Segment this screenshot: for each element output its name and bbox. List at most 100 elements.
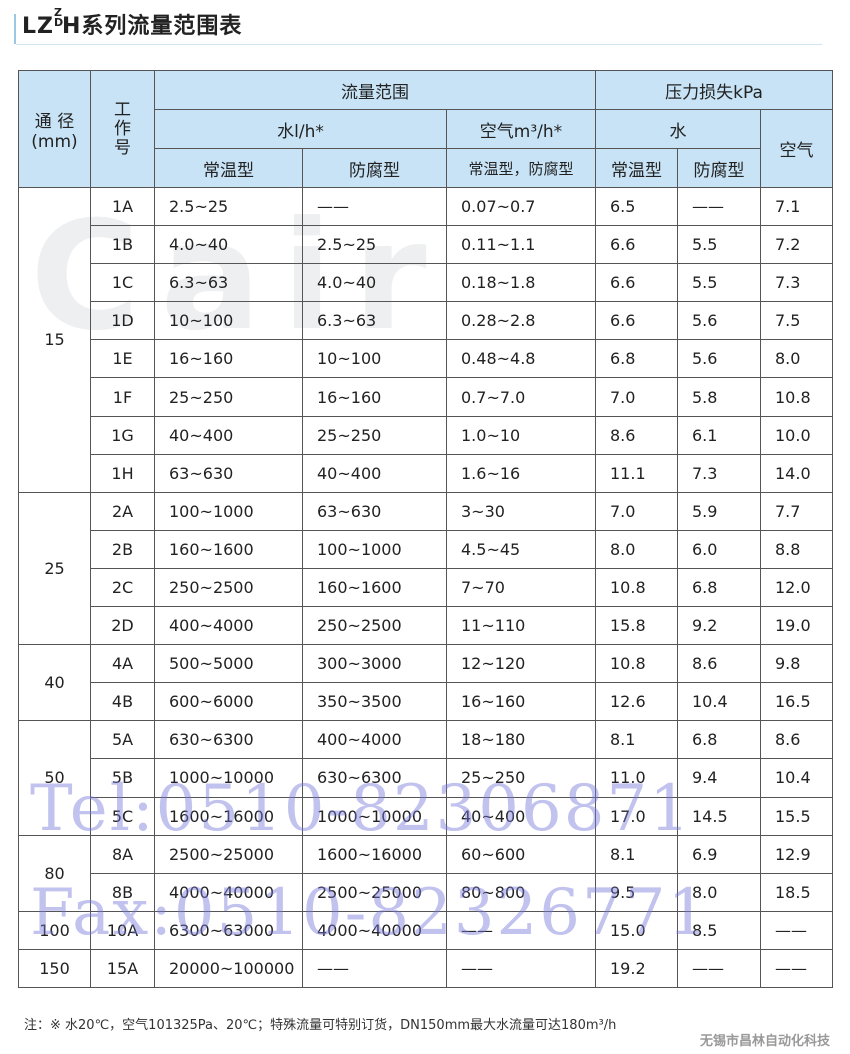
cell-loss-water-anti: 6.8	[677, 567, 761, 608]
header-diameter: 通 径 (mm)	[18, 70, 91, 188]
cell-air-flow: ——	[446, 948, 596, 988]
header-loss-anti: 防腐型	[677, 148, 761, 188]
header-loss-normal: 常温型	[595, 148, 678, 188]
cell-loss-water-normal: 10.8	[595, 567, 678, 608]
cell-water-anti: 4.0~40	[302, 263, 447, 303]
cell-water-normal: 16~160	[154, 339, 303, 379]
cell-water-normal: 6300~63000	[154, 910, 303, 950]
cell-water-normal: 600~6000	[154, 682, 303, 722]
cell-water-normal: 63~630	[154, 453, 303, 493]
cell-loss-water-anti: 8.6	[677, 644, 761, 684]
cell-air-flow: 25~250	[446, 758, 596, 798]
cell-air-flow: 18~180	[446, 720, 596, 760]
table-row: 1D 10~100 6.3~63 0.28~2.8 6.6 5.6 7.5	[19, 301, 834, 341]
cell-water-anti: 16~160	[302, 377, 447, 417]
cell-loss-water-anti: 9.4	[677, 758, 761, 798]
cell-water-anti: 100~1000	[302, 529, 447, 569]
cell-model: 1E	[90, 339, 155, 379]
header-air-flow: 空气m³/h*	[446, 109, 596, 149]
cell-water-anti: 1600~16000	[302, 834, 447, 874]
cell-water-normal: 630~6300	[154, 720, 303, 760]
cell-water-anti: 2500~25000	[302, 872, 447, 912]
cell-loss-water-anti: 6.8	[677, 720, 761, 760]
table-row: 80 8A 2500~25000 1600~16000 60~600 8.1 6.9 12.9	[18, 834, 834, 912]
header-normal-anti: 常温型，防腐型	[446, 148, 596, 188]
cell-loss-water-normal: 9.5	[595, 872, 678, 912]
table-row: 2B 160~1600 100~1000 4.5~45 8.0 6.0 8.8	[19, 529, 834, 569]
cell-loss-water-anti: 6.1	[677, 415, 761, 455]
cell-loss-water-normal: 10.8	[595, 644, 678, 684]
cell-water-anti: 400~4000	[302, 720, 447, 760]
cell-model: 1F	[90, 377, 155, 417]
cell-air-flow: 1.6~16	[446, 453, 596, 493]
cell-air-flow: 12~120	[446, 644, 596, 684]
cell-loss-air: 7.2	[759, 225, 834, 265]
cell-water-normal: 1600~16000	[154, 796, 303, 836]
table-row: 5B 1000~10000 630~6300 25~250 11.0 9.4 10.4	[19, 758, 834, 798]
cell-loss-water-normal: 8.6	[595, 415, 678, 455]
cell-loss-air: 19.0	[759, 606, 834, 646]
cell-air-flow: 16~160	[446, 682, 596, 722]
cell-water-anti: 10~100	[302, 339, 447, 379]
table-row: 1E 16~160 10~100 0.48~4.8 6.8 5.6 8.0	[19, 339, 834, 379]
header-water-loss: 水	[595, 109, 761, 149]
cell-air-flow: 0.18~1.8	[446, 263, 596, 303]
cell-water-normal: 25~250	[154, 377, 303, 417]
cell-water-normal: 100~1000	[154, 491, 303, 531]
cell-model: 8B	[90, 872, 155, 912]
cell-model: 1C	[90, 263, 155, 303]
cell-water-anti: 25~250	[302, 415, 447, 455]
cell-water-normal: 40~400	[154, 415, 303, 455]
cell-water-anti: 40~400	[302, 453, 447, 493]
cell-loss-air: 12.0	[759, 567, 834, 608]
cell-water-anti: 630~6300	[302, 758, 447, 798]
table-row: 1C 6.3~63 4.0~40 0.18~1.8 6.6 5.5 7.3	[19, 263, 834, 303]
table-row: 2D 400~4000 250~2500 11~110 15.8 9.2 19.0	[19, 606, 834, 646]
cell-loss-water-anti: 5.5	[677, 263, 761, 303]
cell-loss-air: 12.9	[759, 834, 834, 874]
cell-loss-water-normal: 6.8	[595, 339, 678, 379]
cell-loss-water-anti: 8.5	[677, 910, 761, 950]
header-anticorrosion: 防腐型	[302, 148, 447, 188]
cell-air-flow: ——	[446, 910, 596, 950]
cell-loss-water-normal: 7.0	[595, 377, 678, 417]
cell-loss-air: 18.5	[759, 872, 834, 912]
cell-model: 4A	[90, 644, 155, 684]
header-flow-range: 流量范围	[154, 70, 596, 110]
cell-loss-water-normal: 6.6	[595, 225, 678, 265]
table-row: 8B 4000~40000 2500~25000 80~800 9.5 8.0 18.5	[19, 872, 834, 912]
cell-model: 8A	[90, 834, 155, 874]
cell-loss-water-normal: 15.8	[595, 606, 678, 646]
cell-water-anti: 1000~10000	[302, 796, 447, 836]
cell-loss-air: 7.3	[759, 263, 834, 303]
cell-water-anti: 160~1600	[302, 567, 447, 608]
table-row: 4B 600~6000 350~3500 16~160 12.6 10.4 16.5	[19, 682, 834, 722]
cell-water-anti: 350~3500	[302, 682, 447, 722]
cell-loss-air: 7.1	[759, 186, 834, 227]
cell-water-normal: 1000~10000	[154, 758, 303, 798]
cell-model: 2C	[90, 567, 155, 608]
table-row: 5C 1600~16000 1000~10000 40~400 17.0 14.5 15.5	[19, 796, 834, 836]
cell-model: 1B	[90, 225, 155, 265]
cell-water-anti: 63~630	[302, 491, 447, 531]
cell-water-normal: 4.0~40	[154, 225, 303, 265]
cell-water-normal: 400~4000	[154, 606, 303, 646]
cell-loss-air: 7.7	[759, 491, 834, 531]
cell-air-flow: 0.28~2.8	[446, 301, 596, 341]
cell-air-flow: 0.07~0.7	[446, 186, 596, 227]
footnote: 注：※ 水20℃，空气101325Pa、20℃；特殊流量可特别订货，DN150m…	[24, 1018, 617, 1033]
cell-model: 1G	[90, 415, 155, 455]
cell-water-anti: ——	[302, 186, 447, 227]
header-air-loss: 空气	[759, 109, 834, 188]
cell-loss-water-anti: 5.6	[677, 301, 761, 341]
cell-loss-air: 10.0	[759, 415, 834, 455]
cell-air-flow: 0.7~7.0	[446, 377, 596, 417]
cell-air-flow: 4.5~45	[446, 529, 596, 569]
table-row: 1F 25~250 16~160 0.7~7.0 7.0 5.8 10.8	[19, 377, 834, 417]
cell-loss-water-anti: 6.9	[677, 834, 761, 874]
cell-loss-water-normal: 15.0	[595, 910, 678, 950]
cell-model: 2B	[90, 529, 155, 569]
cell-loss-water-anti: 5.8	[677, 377, 761, 417]
page-title: LZZ DH系列流量范围表	[22, 6, 243, 39]
title-divider	[16, 44, 822, 45]
